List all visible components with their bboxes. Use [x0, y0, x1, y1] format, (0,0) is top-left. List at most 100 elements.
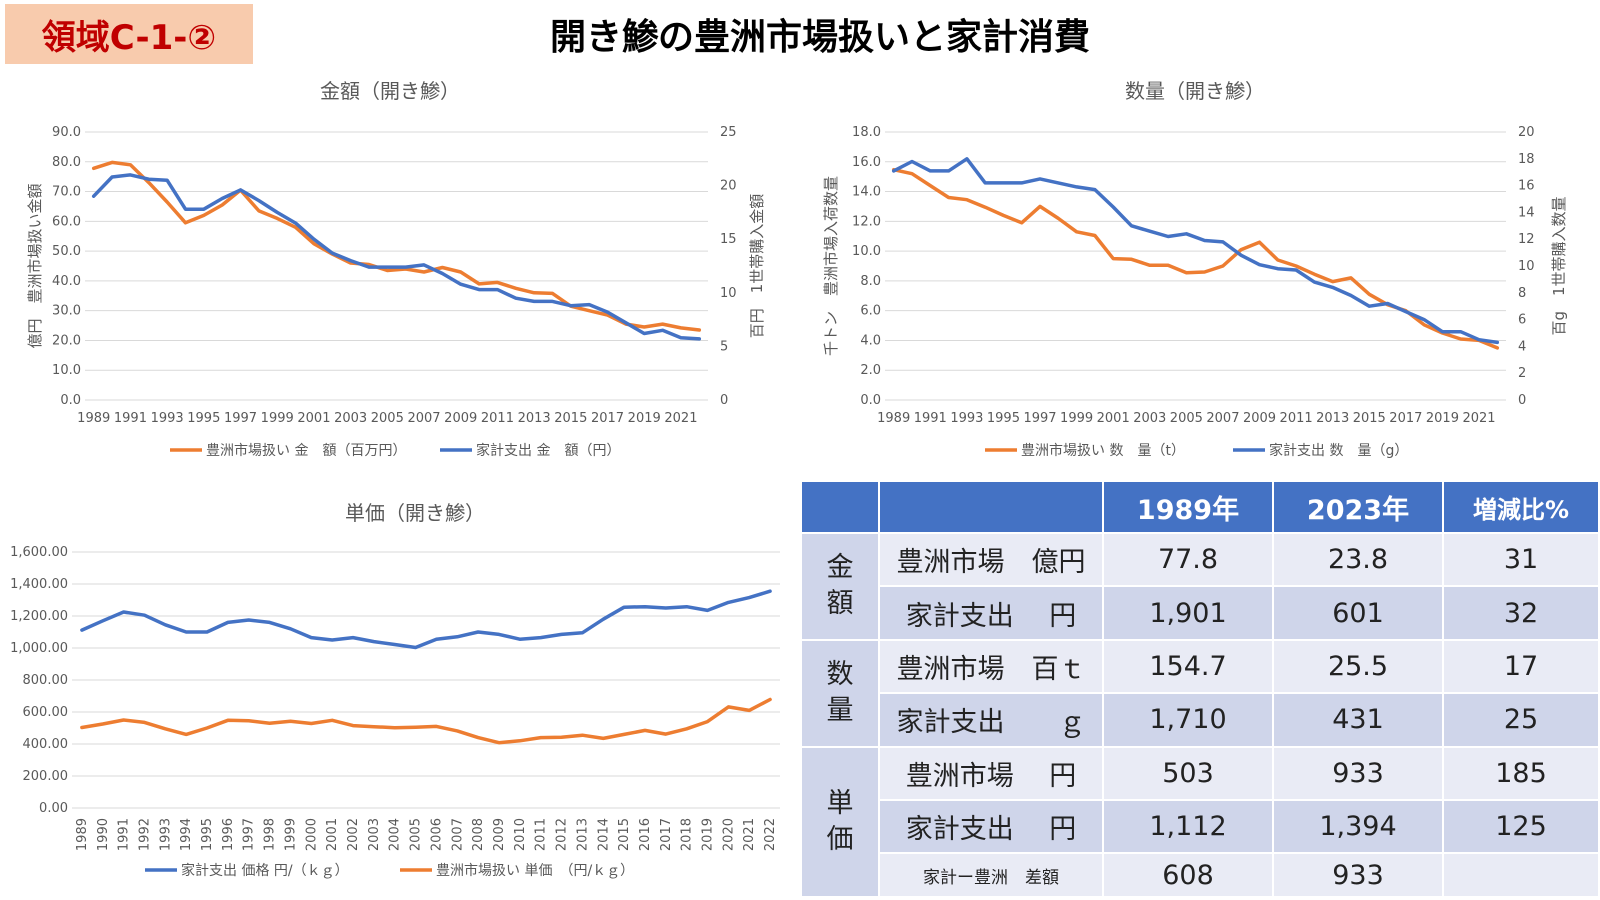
x-tick-label: 1993 [950, 411, 983, 426]
x-tick-label: 1989 [75, 818, 90, 851]
x-tick-label: 1994 [179, 818, 194, 851]
table-row: 家計支出 ｇ 1,710 431 25 [801, 692, 1600, 748]
x-tick-label: 2005 [409, 818, 424, 851]
y2-tick-label: 0 [720, 393, 728, 408]
category-cell: 数 量 [800, 638, 880, 748]
y-tick-label: 14.0 [852, 185, 881, 200]
legend-label: 家計支出 金 額（円） [476, 442, 620, 459]
value-1989: 77.8 [1102, 531, 1274, 588]
y2-tick-label: 4 [1518, 339, 1526, 354]
x-tick-label: 2007 [1206, 411, 1239, 426]
y2-axis-label: 百g 1世帯購入数量 [1550, 196, 1568, 335]
x-tick-label: 2016 [638, 818, 653, 851]
value-2023: 23.8 [1272, 531, 1444, 588]
x-tick-label: 2017 [659, 818, 674, 851]
series-line [80, 589, 772, 650]
y-tick-label: 400.00 [23, 737, 69, 752]
table-row: 数 量 豊洲市場 百ｔ 154.7 25.5 17 [800, 638, 1600, 748]
x-tick-label: 1997 [224, 411, 257, 426]
change-ratio [1442, 852, 1600, 898]
x-tick-label: 2013 [575, 818, 590, 851]
x-tick-label: 2001 [297, 411, 330, 426]
chart-title: 金額（開き鯵） [320, 79, 460, 103]
x-tick-label: 2012 [555, 818, 570, 851]
y-axis-label: 千トン 豊洲市場入荷数量 [822, 176, 840, 356]
category-cell: 単 価 [800, 745, 880, 899]
section-badge: 領域C-1-② [5, 4, 253, 64]
y-tick-label: 50.0 [52, 244, 81, 259]
x-tick-label: 2009 [444, 411, 477, 426]
series-line [91, 160, 702, 332]
unit-price-chart: 単価（開き鯵） 0.00 200.00 400.00 600.00 800.00 1,000… [10, 501, 780, 879]
value-2023: 25.5 [1272, 638, 1444, 695]
y-tick-label: 0.0 [60, 393, 81, 408]
x-tick-label: 1991 [117, 818, 132, 851]
legend-label: 豊洲市場扱い 単価 （円/ｋｇ） [436, 862, 634, 879]
row-label: 家計ー豊洲 差額 [878, 852, 1104, 898]
y2-tick-label: 6 [1518, 313, 1526, 328]
x-tick-label: 2020 [721, 818, 736, 851]
table-row: 家計支出 円 1,112 1,394 125 [801, 799, 1600, 855]
x-tick-label: 2009 [492, 818, 507, 851]
change-ratio: 25 [1442, 692, 1600, 748]
row-label: 家計支出 円 [878, 799, 1104, 855]
legend-label: 豊洲市場扱い 数 量（t） [1021, 442, 1185, 459]
row-label: 家計支出 ｇ [878, 692, 1104, 748]
x-tick-label: 2021 [742, 818, 757, 851]
page-title: 開き鯵の豊洲市場扱いと家計消費 [549, 17, 1090, 58]
value-1989: 154.7 [1102, 638, 1274, 695]
x-tick-label: 2018 [680, 818, 695, 851]
x-tick-label: 2015 [617, 818, 632, 851]
x-tick-label: 1995 [187, 411, 220, 426]
x-tick-label: 2008 [471, 818, 486, 851]
x-tick-label: 1997 [1023, 411, 1056, 426]
y-tick-label: 70.0 [52, 185, 81, 200]
y-tick-label: 20.0 [52, 333, 81, 348]
row-label: 豊洲市場 円 [878, 745, 1104, 802]
change-ratio: 17 [1442, 638, 1600, 695]
x-tick-label: 1999 [261, 411, 294, 426]
header-cell [800, 480, 880, 534]
category-cell: 金 額 [800, 532, 880, 641]
table-row: 金 額 豊洲市場 億円 77.8 23.8 31 [800, 531, 1600, 641]
change-ratio: 185 [1442, 745, 1600, 802]
x-tick-label: 1999 [1060, 411, 1093, 426]
x-tick-label: 2009 [1243, 411, 1276, 426]
y2-tick-label: 25 [720, 125, 737, 140]
y2-tick-label: 14 [1518, 205, 1535, 220]
change-ratio: 32 [1442, 585, 1600, 641]
y-tick-label: 6.0 [860, 304, 881, 319]
x-tick-label: 1995 [200, 818, 215, 851]
y-tick-label: 1,400.00 [10, 577, 68, 592]
x-tick-label: 1999 [283, 818, 298, 851]
x-tick-label: 2002 [346, 818, 361, 851]
y2-axis-label: 百円 1世帯購入金額 [748, 194, 766, 339]
chart-title: 数量（開き鯵） [1125, 79, 1265, 103]
x-tick-label: 2011 [481, 411, 514, 426]
x-tick-label: 2007 [407, 411, 440, 426]
x-tick-label: 2004 [388, 818, 403, 851]
y2-tick-label: 16 [1518, 179, 1535, 194]
x-tick-label: 2013 [1316, 411, 1349, 426]
y-tick-label: 800.00 [23, 673, 69, 688]
y-tick-label: 10.0 [852, 244, 881, 259]
table-row: 単 価 豊洲市場 円 503 933 185 [800, 745, 1600, 899]
y2-tick-label: 10 [1518, 259, 1535, 274]
y-tick-label: 4.0 [860, 333, 881, 348]
x-tick-label: 2006 [429, 818, 444, 851]
row-label: 豊洲市場 億円 [878, 531, 1104, 588]
table-row: 家計ー豊洲 差額 608 933 [801, 852, 1600, 898]
value-1989: 503 [1102, 745, 1274, 802]
x-tick-label: 2003 [367, 818, 382, 851]
x-tick-label: 2003 [1133, 411, 1166, 426]
y-tick-label: 10.0 [52, 363, 81, 378]
y2-tick-label: 2 [1518, 366, 1526, 381]
header-cell: 1989年 [1102, 480, 1274, 534]
series-line [891, 167, 1500, 350]
x-tick-label: 1989 [877, 411, 910, 426]
x-tick-label: 2005 [371, 411, 404, 426]
chart-title: 単価（開き鯵） [345, 501, 485, 525]
x-tick-label: 2022 [763, 818, 778, 851]
x-tick-label: 2011 [1280, 411, 1313, 426]
y2-tick-label: 18 [1518, 152, 1535, 167]
